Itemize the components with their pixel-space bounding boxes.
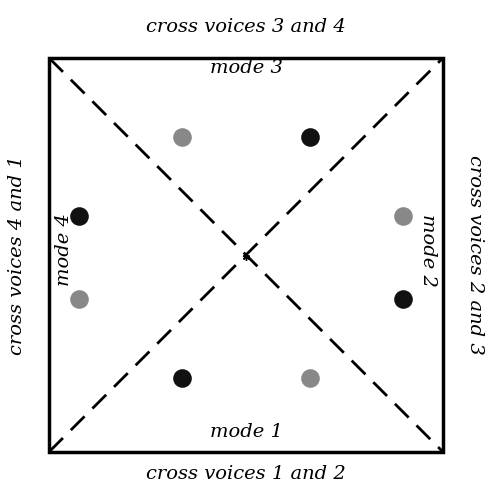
Point <box>306 374 314 382</box>
Text: mode 4: mode 4 <box>55 214 73 286</box>
Text: cross voices 1 and 2: cross voices 1 and 2 <box>146 466 346 483</box>
Text: mode 2: mode 2 <box>419 214 437 286</box>
Text: cross voices 2 and 3: cross voices 2 and 3 <box>466 155 484 355</box>
Point <box>75 295 83 303</box>
Point <box>75 212 83 220</box>
Point <box>306 133 314 141</box>
Point <box>178 374 186 382</box>
Text: cross voices 4 and 1: cross voices 4 and 1 <box>8 155 26 355</box>
Point <box>400 212 407 220</box>
Text: mode 3: mode 3 <box>210 59 282 77</box>
Point <box>400 295 407 303</box>
Point <box>178 133 186 141</box>
Bar <box>49 58 443 452</box>
Text: cross voices 3 and 4: cross voices 3 and 4 <box>146 18 346 36</box>
Text: mode 1: mode 1 <box>210 423 282 441</box>
